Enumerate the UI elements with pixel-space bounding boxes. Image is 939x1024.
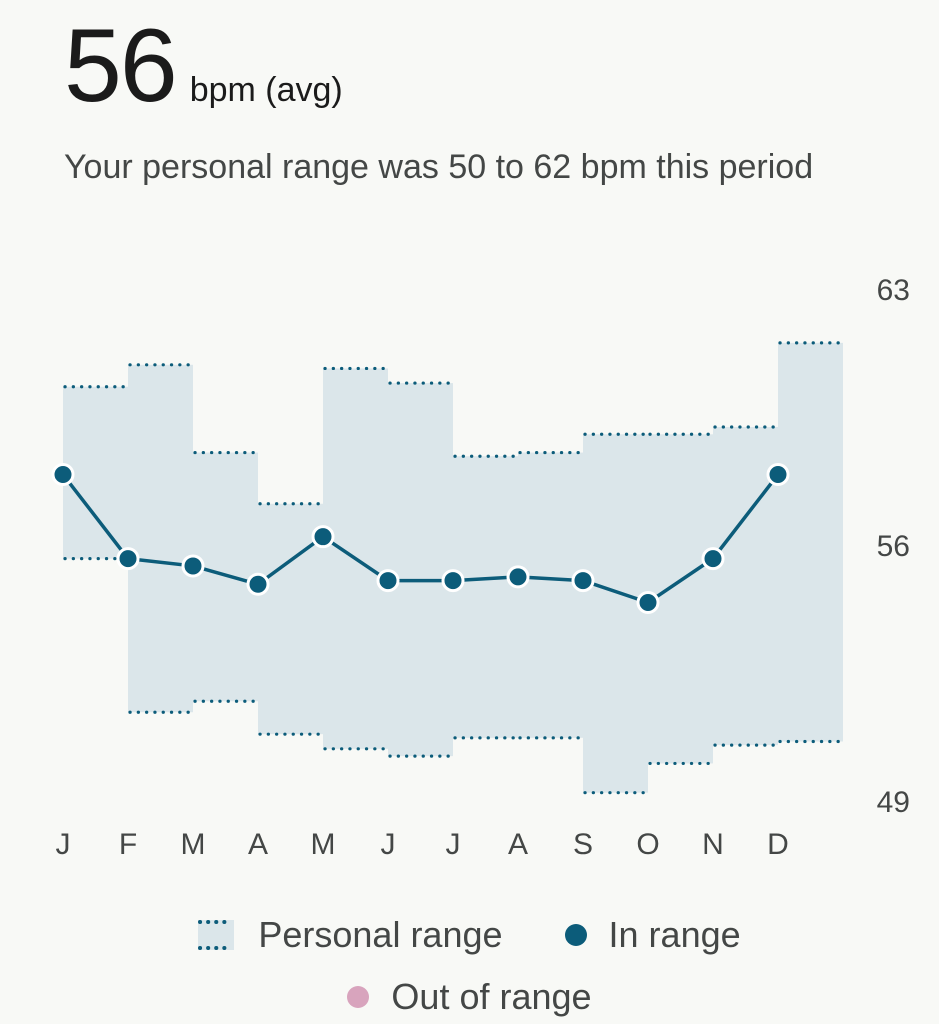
x-tick-label: J xyxy=(56,828,71,861)
x-tick-label: S xyxy=(573,828,593,861)
out-of-range-dot-icon xyxy=(347,986,370,1008)
chart-legend: Personal range In range Out of range xyxy=(0,910,939,1022)
x-tick-label: A xyxy=(248,828,268,861)
data-point xyxy=(116,547,140,571)
range-band xyxy=(128,364,193,713)
in-range-dot-icon xyxy=(564,924,587,946)
legend-personal-range-label: Personal range xyxy=(258,914,503,955)
legend-in-range: In range xyxy=(564,914,741,956)
data-point xyxy=(311,525,335,549)
range-summary-text: Your personal range was 50 to 62 bpm thi… xyxy=(64,148,814,186)
x-tick-label: N xyxy=(702,828,724,861)
x-tick-label: A xyxy=(508,828,528,861)
y-tick-label: 63 xyxy=(877,274,910,307)
legend-personal-range: Personal range xyxy=(198,914,503,956)
range-band xyxy=(583,434,648,793)
x-tick-label: J xyxy=(381,828,396,861)
data-point xyxy=(766,463,790,487)
data-point xyxy=(701,547,725,571)
x-tick-label: O xyxy=(636,828,659,861)
legend-out-of-range: Out of range xyxy=(347,976,592,1018)
legend-row-2: Out of range xyxy=(0,972,939,1022)
data-point xyxy=(506,565,530,589)
x-tick-label: J xyxy=(446,828,461,861)
legend-in-range-label: In range xyxy=(608,914,741,955)
x-tick-label: F xyxy=(119,828,137,861)
data-point xyxy=(376,569,400,593)
data-point xyxy=(246,572,270,596)
data-point xyxy=(571,569,595,593)
summary-header: 56 bpm (avg) xyxy=(64,14,864,118)
x-tick-label: M xyxy=(311,828,336,861)
range-band xyxy=(453,456,518,738)
personal-range-swatch-icon xyxy=(198,920,235,950)
legend-out-of-range-label: Out of range xyxy=(391,976,592,1017)
range-band xyxy=(388,383,453,757)
range-band xyxy=(193,452,258,702)
average-unit: bpm (avg) xyxy=(189,71,343,109)
heart-rate-chart: 63 56 49 J F M A M J J A S O N D xyxy=(51,274,910,861)
data-point xyxy=(441,569,465,593)
range-band xyxy=(518,452,583,738)
x-tick-label: M xyxy=(181,828,206,861)
x-tick-label: D xyxy=(767,828,789,861)
range-band xyxy=(258,503,323,735)
legend-row-1: Personal range In range xyxy=(0,910,939,960)
average-heart-rate: 56 bpm (avg) xyxy=(64,14,864,118)
y-tick-label: 49 xyxy=(877,786,910,819)
y-tick-label: 56 xyxy=(877,530,910,563)
range-band xyxy=(778,342,843,742)
data-point xyxy=(636,591,660,615)
average-value: 56 xyxy=(64,8,178,124)
data-point xyxy=(51,463,75,487)
data-point xyxy=(181,554,205,578)
range-band xyxy=(713,426,778,746)
